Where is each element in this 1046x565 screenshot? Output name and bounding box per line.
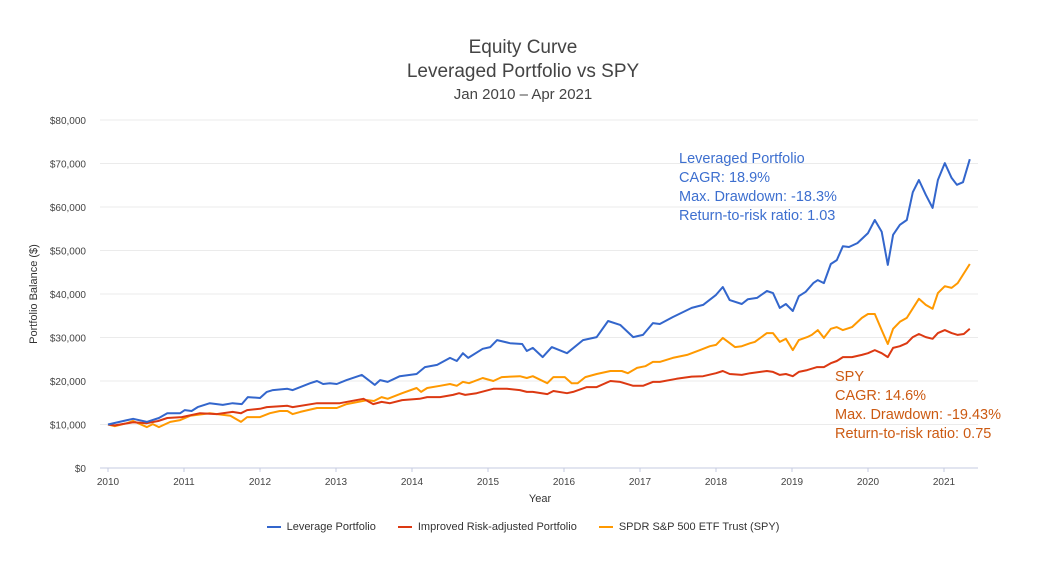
annotation-spy: SPY CAGR: 14.6% Max. Drawdown: -19.43% R… (835, 368, 1001, 444)
annotation-line: Return-to-risk ratio: 0.75 (835, 426, 992, 442)
x-tick-label: 2018 (705, 477, 728, 488)
x-tick-label: 2019 (781, 477, 804, 488)
x-tick-label: 2011 (173, 477, 195, 488)
y-tick-label: $60,000 (50, 203, 87, 214)
annotation-line: CAGR: 14.6% (835, 388, 927, 404)
x-tick-label: 2015 (477, 477, 500, 488)
y-tick-label: $40,000 (50, 290, 87, 301)
x-tick-label: 2017 (629, 477, 652, 488)
y-tick-label: $70,000 (50, 160, 87, 171)
annotation-line: Max. Drawdown: -18.3% (679, 189, 837, 205)
x-tick-label: 2021 (933, 477, 956, 488)
annotation-line: SPY (835, 369, 865, 385)
series-line-improved-risk-adjusted-portfolio (107, 328, 971, 427)
y-tick-label: $30,000 (50, 334, 87, 345)
x-tick-label: 2014 (401, 477, 424, 488)
annotation-leveraged: Leveraged Portfolio CAGR: 18.9% Max. Dra… (679, 150, 837, 226)
annotation-line: Leveraged Portfolio (679, 151, 805, 167)
x-tick-label: 2020 (857, 477, 880, 488)
y-tick-label: $50,000 (50, 247, 87, 258)
y-tick-label: $0 (75, 464, 87, 475)
series-line-spdr-s-p-500-etf-trust-spy- (107, 263, 971, 429)
chart-subtitle: Leveraged Portfolio vs SPY (406, 61, 640, 82)
annotation-line: Return-to-risk ratio: 1.03 (679, 208, 836, 224)
x-tick-label: 2010 (97, 477, 120, 488)
y-axis-title: Portfolio Balance ($) (28, 244, 40, 344)
y-tick-label: $10,000 (50, 421, 87, 432)
legend-item-improved[interactable]: Improved Risk-adjusted Portfolio (397, 521, 577, 533)
y-tick-label: $80,000 (50, 116, 87, 127)
chart-title: Equity Curve (468, 37, 578, 58)
legend-swatch (397, 526, 412, 528)
series-line-leverage-portfolio (107, 158, 971, 426)
x-tick-label: 2013 (325, 477, 348, 488)
y-tick-label: $20,000 (50, 377, 87, 388)
legend: Leverage Portfolio Improved Risk-adjuste… (0, 521, 1046, 533)
legend-label: SPDR S&P 500 ETF Trust (SPY) (618, 521, 780, 533)
annotation-line: CAGR: 18.9% (679, 170, 771, 186)
legend-swatch (266, 526, 281, 528)
legend-swatch (598, 526, 613, 528)
x-axis-title: Year (529, 493, 552, 505)
legend-label: Improved Risk-adjusted Portfolio (417, 521, 577, 533)
x-tick-label: 2012 (249, 477, 272, 488)
legend-item-leverage[interactable]: Leverage Portfolio (266, 521, 376, 533)
chart-date-range: Jan 2010 – Apr 2021 (453, 86, 593, 103)
legend-item-spy[interactable]: SPDR S&P 500 ETF Trust (SPY) (598, 521, 780, 533)
x-tick-label: 2016 (553, 477, 576, 488)
annotation-line: Max. Drawdown: -19.43% (835, 407, 1002, 423)
legend-label: Leverage Portfolio (286, 521, 376, 533)
